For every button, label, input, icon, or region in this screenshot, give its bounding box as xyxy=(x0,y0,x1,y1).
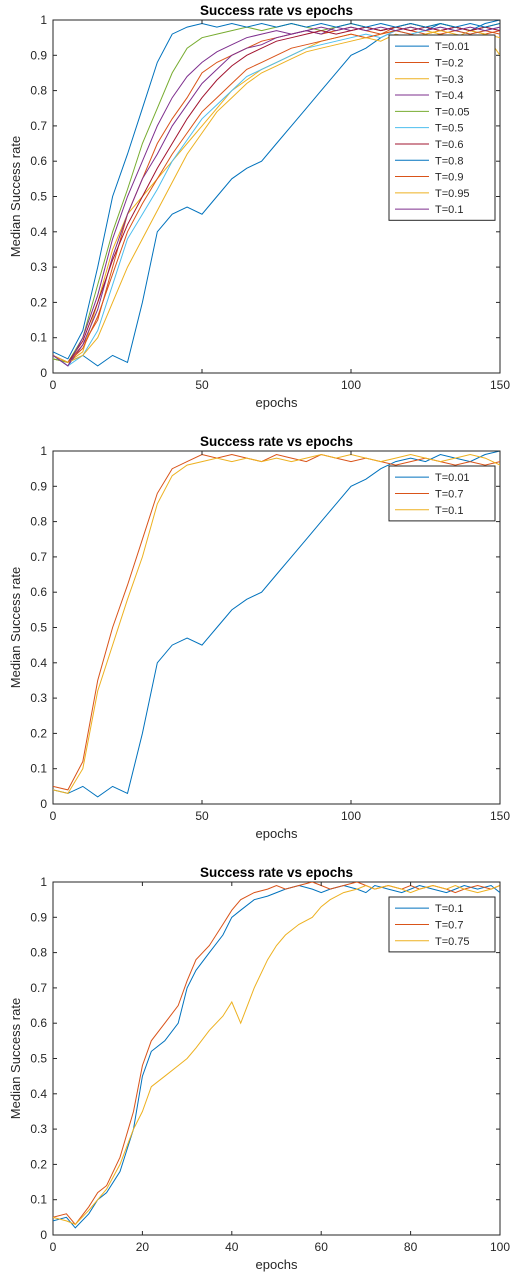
y-tick-label: 0.4 xyxy=(30,656,47,670)
legend-entry: T=0.2 xyxy=(435,57,463,69)
legend-entry: T=0.5 xyxy=(435,123,463,135)
x-tick-label: 0 xyxy=(50,1240,57,1254)
series-lines xyxy=(53,451,500,798)
y-tick-label: 0 xyxy=(40,1228,47,1242)
legend-entry: T=0.1 xyxy=(435,505,463,517)
series-line-T=0.1 xyxy=(53,26,500,367)
x-tick-label: 40 xyxy=(225,1240,239,1254)
series-lines xyxy=(53,882,500,1229)
chart-2: 0 50 100 150 0 0.1 0.2 0.3 0.4 0.5 0.6 0.7 0.8 0.9 1 Su… xyxy=(8,434,510,841)
x-tick-label: 20 xyxy=(136,1240,150,1254)
legend-entry: T=0.1 xyxy=(435,903,463,915)
chart-title: Success rate vs epochs xyxy=(200,865,353,880)
series-lines xyxy=(53,20,500,367)
y-tick-label: 0 xyxy=(40,366,47,380)
x-axis-label: epochs xyxy=(256,1257,298,1272)
chart-title: Success rate vs epochs xyxy=(200,434,353,449)
x-axis-label: epochs xyxy=(256,395,298,410)
x-tick-label: 0 xyxy=(50,809,57,823)
y-tick-label: 0.7 xyxy=(30,119,47,133)
chart-3: 0 20 40 60 80 100 0 0.1 0.2 0.3 0.4 0.5 0.6 0.7 0.8 0.9… xyxy=(8,865,510,1272)
legend: T=0.01 T=0.7 T=0.1 xyxy=(388,465,496,522)
y-tick-label: 0.2 xyxy=(30,726,47,740)
legend-entry: T=0.7 xyxy=(435,919,463,931)
y-tick-label: 0.3 xyxy=(30,691,47,705)
legend-entry: T=0.3 xyxy=(435,74,463,86)
series-line-T=0.1 xyxy=(53,884,500,1229)
y-tick-label: 0.5 xyxy=(30,621,47,635)
x-tick-label: 100 xyxy=(490,1240,510,1254)
y-tick-label: 0.1 xyxy=(30,762,47,776)
y-tick-label: 0.8 xyxy=(30,946,47,960)
y-tick-label: 0.6 xyxy=(30,585,47,599)
y-tick-label: 0.5 xyxy=(30,1052,47,1066)
y-tick-label: 0.1 xyxy=(30,1193,47,1207)
legend: T=0.1 T=0.7 T=0.75 xyxy=(388,896,496,953)
chart-1: 0 50 100 150 0 0.1 0.2 0.3 0.4 0.5 0.6 0.7 0.8 0.9 1 Su… xyxy=(8,3,510,410)
y-tick-label: 1 xyxy=(40,13,47,27)
y-tick-label: 0.7 xyxy=(30,550,47,564)
y-tick-label: 0.6 xyxy=(30,1016,47,1030)
y-tick-label: 0.3 xyxy=(30,1122,47,1136)
y-tick-label: 0.2 xyxy=(30,295,47,309)
legend-entry: T=0.1 xyxy=(435,204,463,216)
y-tick-label: 0 xyxy=(40,797,47,811)
y-axis-label: Median Success rate xyxy=(8,567,23,688)
series-line-T=0.01 xyxy=(53,451,500,798)
legend-entry: T=0.7 xyxy=(435,488,463,500)
legend-entry: T=0.95 xyxy=(435,188,470,200)
series-line-T=0.75 xyxy=(53,884,500,1225)
x-tick-label: 50 xyxy=(195,809,209,823)
legend-entry: T=0.9 xyxy=(435,172,463,184)
legend-entry: T=0.01 xyxy=(435,41,470,53)
y-tick-label: 0.6 xyxy=(30,154,47,168)
y-tick-label: 1 xyxy=(40,444,47,458)
x-tick-label: 100 xyxy=(341,809,361,823)
y-tick-label: 0.9 xyxy=(30,48,47,62)
y-tick-label: 0.2 xyxy=(30,1157,47,1171)
x-tick-label: 60 xyxy=(315,1240,329,1254)
x-tick-label: 80 xyxy=(404,1240,418,1254)
y-tick-label: 0.3 xyxy=(30,260,47,274)
legend-entry: T=0.75 xyxy=(435,936,470,948)
y-tick-label: 0.4 xyxy=(30,225,47,239)
x-tick-label: 50 xyxy=(195,378,209,392)
y-tick-label: 0.4 xyxy=(30,1087,47,1101)
y-tick-label: 0.8 xyxy=(30,84,47,98)
legend-entry: T=0.01 xyxy=(435,472,470,484)
series-line-T=0.1 xyxy=(53,453,500,794)
x-tick-label: 0 xyxy=(50,378,57,392)
legend-entry: T=0.8 xyxy=(435,155,463,167)
series-line-T=0.8 xyxy=(53,22,500,360)
x-tick-label: 100 xyxy=(341,378,361,392)
y-tick-label: 0.9 xyxy=(30,910,47,924)
legend-entry: T=0.6 xyxy=(435,139,463,151)
x-axis-label: epochs xyxy=(256,826,298,841)
y-tick-label: 1 xyxy=(40,875,47,889)
y-axis-label: Median Success rate xyxy=(8,136,23,257)
y-tick-label: 0.9 xyxy=(30,479,47,493)
x-tick-label: 150 xyxy=(490,378,510,392)
y-tick-label: 0.1 xyxy=(30,331,47,345)
series-line-T=0.95 xyxy=(53,30,500,363)
y-tick-label: 0.5 xyxy=(30,190,47,204)
legend: T=0.01 T=0.2 T=0.3 T=0.4 T=0.05 T=0.5 T=0.6 T=0… xyxy=(388,34,496,221)
y-axis-label: Median Success rate xyxy=(8,998,23,1119)
chart-title: Success rate vs epochs xyxy=(200,3,353,18)
legend-entry: T=0.4 xyxy=(435,90,463,102)
legend-entry: T=0.05 xyxy=(435,106,470,118)
y-tick-label: 0.7 xyxy=(30,981,47,995)
y-tick-label: 0.8 xyxy=(30,515,47,529)
x-tick-label: 150 xyxy=(490,809,510,823)
